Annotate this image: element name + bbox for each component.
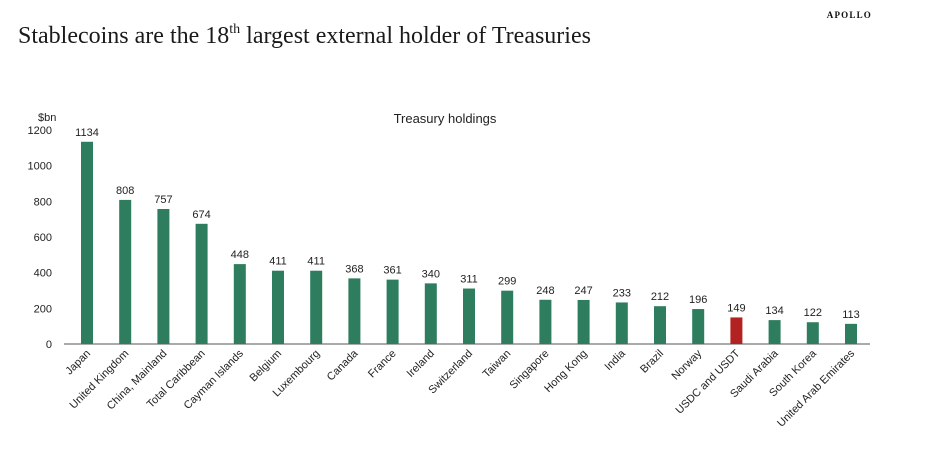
bar: [768, 320, 781, 344]
bar: [501, 290, 514, 344]
bar-value-label: 311: [460, 274, 478, 286]
x-tick-label: Brazil: [638, 348, 666, 376]
y-tick-label: 0: [46, 339, 52, 351]
bar-value-label: 674: [192, 209, 210, 221]
title-main: Stablecoins are the 18: [18, 23, 230, 49]
bar-value-label: 212: [651, 291, 669, 303]
bar-value-label: 299: [498, 276, 516, 288]
bar-value-label: 149: [727, 302, 745, 314]
bars-group: 1134 808 757 674 448 411 411 368 361 340 311 299 248…: [75, 127, 860, 344]
bar: [806, 322, 819, 344]
bar: [310, 270, 323, 344]
x-tick-label: Ireland: [405, 348, 437, 380]
y-tick-label: 800: [34, 196, 52, 208]
y-axis: 0 200 400 600 800 1000 1200: [28, 125, 52, 351]
bar: [157, 209, 170, 344]
brand-logo-text: APOLLO: [826, 10, 872, 20]
bar-value-label: 411: [269, 256, 287, 268]
bar-value-label: 757: [154, 194, 172, 206]
x-tick-label: United Arab Emirates: [775, 347, 857, 429]
bar-value-label: 361: [383, 265, 401, 277]
x-tick-label: Norway: [669, 347, 704, 382]
chart-title: Treasury holdings: [394, 111, 497, 126]
x-tick-label: Canada: [325, 347, 361, 383]
bar-value-label: 1134: [75, 127, 99, 139]
title-rest: largest external holder of Treasuries: [240, 23, 591, 49]
bar: [386, 279, 399, 344]
bar: [463, 288, 475, 344]
x-tick-label: Japan: [63, 348, 93, 378]
x-tick-label: India: [603, 347, 629, 373]
y-tick-label: 600: [34, 232, 52, 244]
bar: [577, 299, 590, 344]
x-tick-label: Taiwan: [481, 348, 514, 381]
y-tick-label: 1200: [28, 125, 52, 137]
bar: [424, 283, 437, 344]
bar-value-label: 808: [116, 185, 134, 197]
bar: [233, 264, 246, 344]
bar: [119, 199, 132, 344]
x-tick-label: Belgium: [248, 348, 285, 385]
x-tick-label: France: [366, 348, 399, 381]
bar-value-label: 113: [842, 309, 860, 321]
bar: [845, 323, 857, 344]
y-tick-label: 200: [34, 303, 52, 315]
y-tick-label: 400: [34, 268, 52, 280]
bar-value-label: 248: [536, 285, 554, 297]
bar-value-label: 196: [689, 294, 707, 306]
bar: [81, 141, 93, 344]
bar-value-label: 122: [804, 307, 822, 319]
bar: [692, 309, 705, 344]
bar: [195, 223, 208, 344]
bar-value-label: 448: [231, 249, 249, 261]
bar: [654, 306, 666, 344]
bar-value-label: 411: [307, 256, 325, 268]
bar: [730, 317, 743, 344]
y-axis-unit-label: $bn: [38, 112, 56, 124]
y-tick-label: 1000: [28, 161, 52, 173]
bar-value-label: 368: [345, 263, 363, 275]
bar: [272, 270, 284, 344]
bar-value-label: 247: [574, 285, 592, 297]
title-superscript: th: [229, 22, 241, 37]
bar-value-label: 340: [422, 268, 440, 280]
bar: [348, 278, 361, 344]
bar: [615, 302, 628, 344]
bar: [539, 299, 552, 344]
x-tick-label: USDC and USDT: [674, 347, 743, 416]
page-title: Stablecoins are the 18th largest externa…: [18, 22, 591, 50]
bar-value-label: 134: [765, 305, 783, 317]
bar-value-label: 233: [613, 287, 631, 299]
